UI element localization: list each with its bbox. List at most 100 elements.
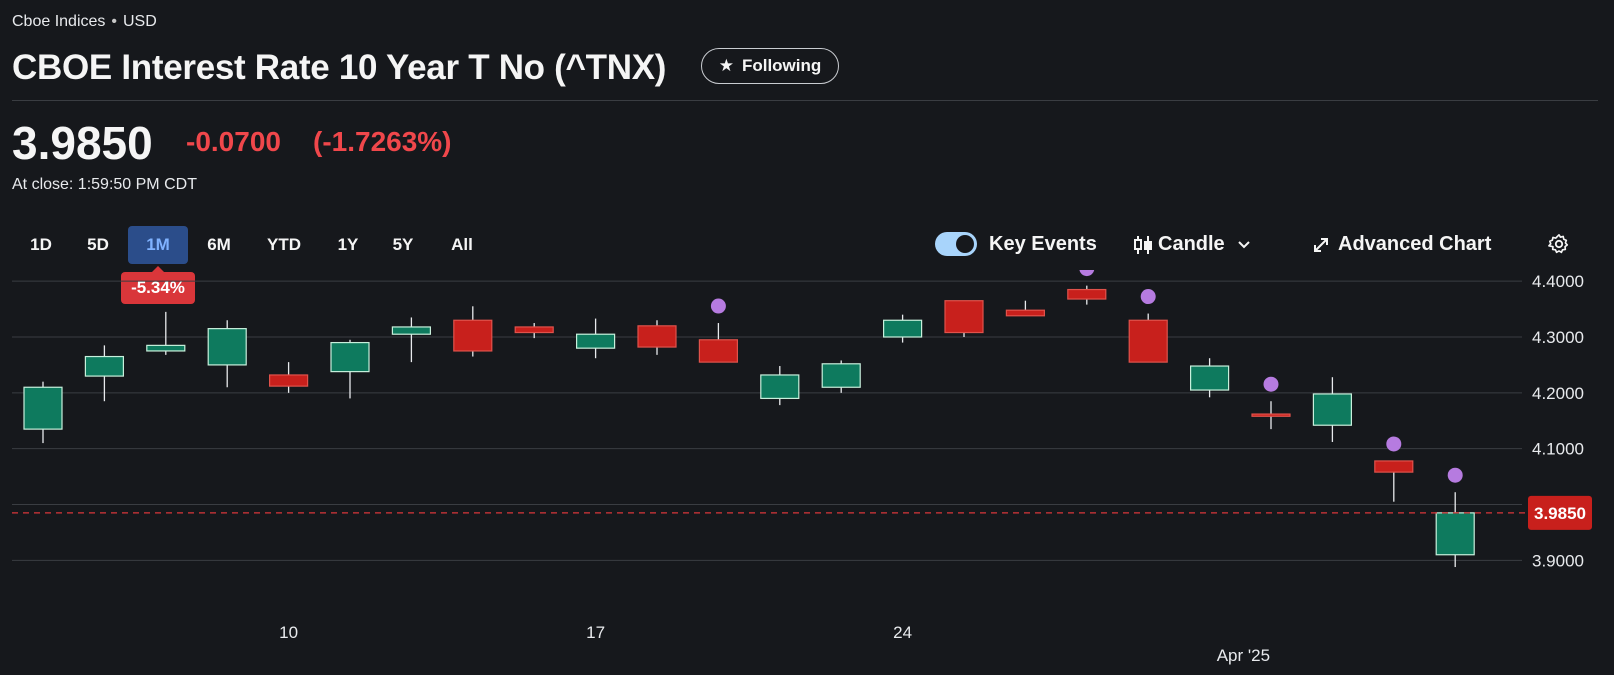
header-divider [12,100,1598,101]
candle-up [146,311,186,355]
candle-body [575,333,616,349]
candle-body [637,325,677,348]
candle-body [84,355,125,377]
range-ytd[interactable]: YTD [267,235,301,254]
chart-type-dropdown[interactable]: Candle [1134,233,1251,256]
candle-up [23,381,63,444]
candle-up [821,360,861,393]
candle-up [207,320,247,388]
following-button[interactable]: ★ Following [701,48,839,84]
candle-body [1005,309,1046,317]
range-1m[interactable]: 1M [128,226,188,264]
candle-down [637,320,677,355]
candle-body [514,326,554,334]
performance-badge: -5.34% [121,266,195,304]
chart-type-label: Candle [1158,233,1225,255]
y-tick-label: 4.2000 [1532,384,1584,403]
last-price-label: 3.9850 [1534,504,1586,523]
event-marker-dot [1079,270,1095,277]
x-axis: 10 17 24 Apr '25 [279,623,1270,665]
following-label: Following [741,56,822,75]
chevron-down-icon [1237,240,1250,248]
advanced-chart-label: Advanced Chart [1338,233,1492,255]
y-tick-label: 4.1000 [1532,440,1584,459]
last-price-tag [1528,495,1592,530]
candle-body [1374,460,1414,473]
price-change-percent: (-1.7263%) [313,126,452,157]
candle-down [514,323,554,339]
range-all[interactable]: All [451,235,473,254]
gear-icon [1548,234,1569,254]
candle-body [23,386,63,430]
price-change: -0.0700 [186,126,281,157]
range-5y[interactable]: 5Y [392,235,414,254]
key-events-toggle[interactable]: Key Events [935,232,1097,256]
x-tick-label: 17 [586,623,605,642]
candle-down [1067,285,1107,305]
key-events-label: Key Events [989,232,1097,255]
candle-up [575,318,616,359]
event-marker-dot [1263,376,1279,392]
candle-body [1067,288,1107,300]
candle-down [1005,300,1046,317]
advanced-chart-button[interactable]: Advanced Chart [1312,233,1491,256]
separator-dot: • [111,13,117,30]
range-5d[interactable]: 5D [87,235,109,254]
candle-down [269,362,309,393]
exchange-info: Cboe Indices • USD [12,13,157,31]
y-axis: 4.4000 4.3000 4.2000 4.1000 3.9000 [1532,272,1584,570]
price-chart[interactable]: 4.4000 4.3000 4.2000 4.1000 3.9000 10 17 24 Apr… [0,270,1614,675]
candle-down [1128,313,1168,363]
toggle-knob [956,235,974,253]
x-tick-label: 24 [893,623,912,642]
current-price: 3.9850 [12,117,153,169]
event-marker-dot [1386,436,1402,452]
range-6m[interactable]: 6M [207,235,231,254]
candle-body [453,319,493,352]
candle-down [1251,401,1291,430]
settings-button[interactable] [1548,233,1570,260]
y-tick-label: 3.9000 [1532,551,1584,570]
candle-body [882,319,923,338]
event-marker-dot [1447,467,1463,483]
candle-body [1189,365,1230,391]
event-marker-dot [710,298,726,314]
chart-grid [12,280,1522,561]
candle-body [944,300,984,334]
currency: USD [123,13,157,30]
candle-down [1374,460,1414,502]
page-title: CBOE Interest Rate 10 Year T No (^TNX) [12,48,667,87]
toggle-switch[interactable] [935,232,977,256]
close-time: At close: 1:59:50 PM CDT [12,176,197,193]
candle-up [1312,377,1353,442]
candle-body [1435,512,1475,556]
candle-body [146,344,186,352]
candle-up [1435,492,1475,568]
candle-up [882,314,923,343]
x-tick-label: Apr '25 [1217,646,1270,665]
candle-up [84,345,125,402]
candle-body [1251,413,1291,417]
candle-body [821,363,861,388]
candle-body [330,341,370,373]
candles [23,285,1475,568]
event-markers [710,270,1463,483]
y-tick-label: 4.4000 [1532,272,1584,291]
x-tick-label: 10 [279,623,298,642]
star-icon: ★ [718,56,734,75]
candle-up [1189,358,1230,398]
last-price-line: 3.9850 [12,495,1592,530]
candle-down [944,300,984,337]
candle-body [1128,319,1168,363]
event-marker-dot [1140,289,1156,305]
candle-body [207,328,247,366]
candlestick-icon [1134,235,1152,254]
range-1d[interactable]: 1D [30,235,52,254]
y-tick-label: 4.3000 [1532,328,1584,347]
candle-up [760,366,800,406]
candle-body [269,374,309,387]
range-1y[interactable]: 1Y [337,235,359,254]
candle-body [391,326,431,335]
expand-icon [1314,237,1328,252]
candle-down [698,323,739,363]
